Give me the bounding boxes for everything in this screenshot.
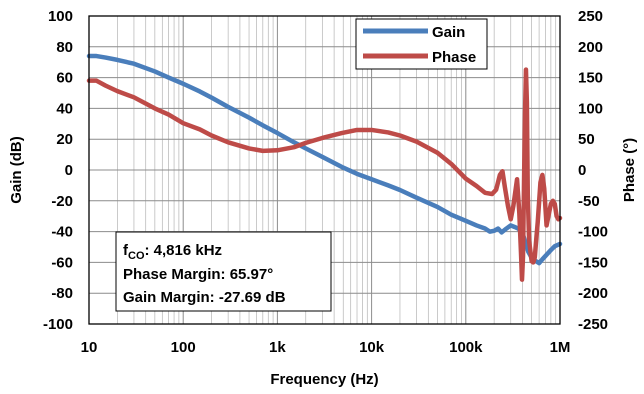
x-tick-label: 100 — [171, 339, 196, 356]
series-layer — [86, 53, 563, 282]
y-tick-label: 60 — [56, 70, 73, 87]
y-tick-label: -80 — [51, 285, 73, 302]
series-line-phase — [86, 67, 563, 282]
x-tick-label: 1M — [550, 339, 571, 356]
legend-label-gain: Gain — [432, 24, 465, 41]
y-tick-label: -40 — [51, 224, 73, 241]
y2-tick-label: 250 — [578, 8, 603, 25]
y2-tick-label: -200 — [578, 285, 608, 302]
x-axis-title: Frequency (Hz) — [270, 371, 378, 388]
y2-tick-label: -50 — [578, 193, 600, 210]
y-axis-title: Gain (dB) — [8, 136, 25, 204]
y-tick-label: 80 — [56, 39, 73, 56]
y-tick-label: 20 — [56, 131, 73, 148]
y-tick-label: -60 — [51, 254, 73, 271]
annotation-frame — [115, 231, 332, 312]
y2-tick-label: -150 — [578, 254, 608, 271]
y2-tick-label: -100 — [578, 224, 608, 241]
annotation-crossover-frequency: fCO: 4,816 kHz — [123, 242, 222, 262]
annotation-box: fCO: 4,816 kHz Phase Margin: 65.97° Gain… — [115, 231, 332, 312]
y2-axis-title: Phase (°) — [621, 138, 638, 202]
y-tick-label: -100 — [43, 316, 73, 333]
y-tick-label: 100 — [48, 8, 73, 25]
y2-tick-label: 100 — [578, 100, 603, 117]
y2-tick-label: 150 — [578, 70, 603, 87]
y2-tick-label: 50 — [578, 131, 595, 148]
legend-label-phase: Phase — [432, 49, 476, 66]
y2-tick-label: -250 — [578, 316, 608, 333]
x-tick-label: 10 — [81, 339, 98, 356]
y-tick-label: 0 — [65, 162, 73, 179]
annotation-gain-margin: Gain Margin: -27.69 dB — [123, 289, 286, 306]
tick-labels: 10 100 1k 10k 100k 1M100806040200-20-40-60-80… — [43, 8, 608, 356]
x-tick-label: 1k — [269, 339, 286, 356]
legend: Gain Phase — [355, 18, 488, 70]
x-tick-label: 10k — [359, 339, 385, 356]
plot-frame — [88, 15, 561, 325]
y2-tick-label: 0 — [578, 162, 586, 179]
y-tick-label: 40 — [56, 100, 73, 117]
y2-tick-label: 200 — [578, 39, 603, 56]
x-tick-label: 100k — [449, 339, 483, 356]
legend-box — [355, 18, 488, 70]
y-tick-label: -20 — [51, 193, 73, 210]
annotation-phase-margin: Phase Margin: 65.97° — [123, 266, 273, 283]
